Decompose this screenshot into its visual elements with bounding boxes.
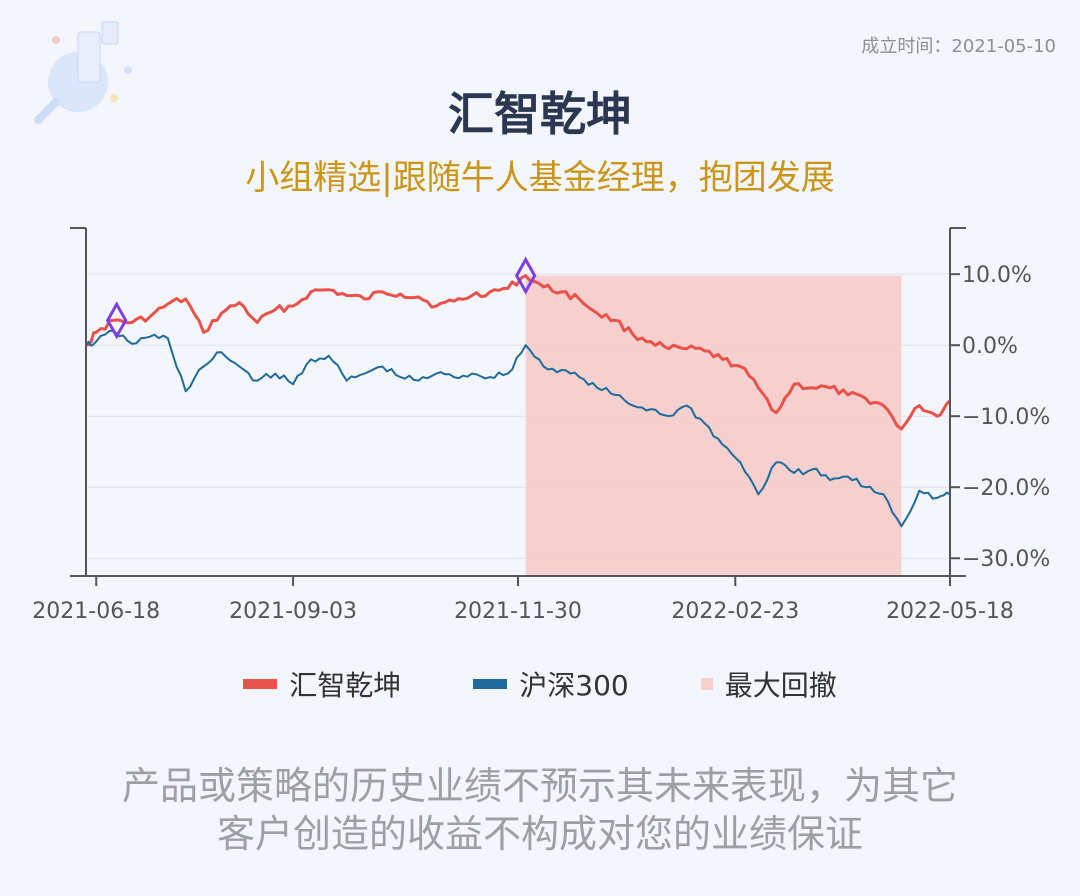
legend-label-drawdown: 最大回撤 [724, 669, 837, 702]
legend-swatch-index [473, 679, 508, 689]
x-tick-label-1: 2021-09-03 [229, 599, 357, 624]
legend-swatch-drawdown [700, 678, 713, 690]
y-tick-label-0: 10.0% [962, 263, 1032, 288]
y-tick-label-1: 0.0% [962, 334, 1018, 359]
magnifier-illustration-icon [34, 21, 132, 124]
page-title: 汇智乾坤 [448, 87, 632, 141]
legend-item-drawdown: 最大回撤 [700, 664, 837, 704]
y-tick-label-2: −10.0% [962, 405, 1050, 430]
disclaimer-line-1: 产品或策略的历史业绩不预示其未来表现，为其它 [121, 764, 958, 808]
x-tick-label-4: 2022-05-18 [886, 599, 1014, 624]
y-tick-label-4: −30.0% [962, 547, 1050, 572]
legend-item-index: 沪深300 [473, 664, 629, 704]
chart-legend: 汇智乾坤 沪深300 最大回撤 [0, 664, 1080, 704]
performance-chart: 10.0% 0.0% −10.0% −20.0% −30.0% 2021-06-18 202… [32, 227, 1050, 624]
legend-item-fund: 汇智乾坤 [243, 664, 401, 704]
x-tick-label-2: 2021-11-30 [454, 599, 582, 624]
legend-label-fund: 汇智乾坤 [289, 669, 402, 702]
y-tick-label-3: −20.0% [962, 476, 1050, 501]
series-line-fund [85, 274, 952, 431]
drawdown-marker-1 [514, 256, 537, 295]
legend-swatch-fund [243, 679, 278, 689]
page-subtitle: 小组精选|跟随牛人基金经理，抱团发展 [245, 158, 835, 198]
x-tick-label-0: 2021-06-18 [32, 599, 160, 624]
legend-label-index: 沪深300 [519, 669, 629, 702]
established-date: 成立时间：2021-05-10 [861, 36, 1056, 57]
x-tick-label-3: 2022-02-23 [671, 599, 799, 624]
max-drawdown-area [525, 275, 902, 576]
series-line-index [85, 329, 951, 528]
disclaimer-line-2: 客户创造的收益不构成对您的业绩保证 [216, 812, 863, 856]
drawdown-marker-0 [105, 301, 128, 340]
disclaimer: 产品或策略的历史业绩不预示其未来表现，为其它 客户创造的收益不构成对您的业绩保证 [0, 762, 1080, 858]
